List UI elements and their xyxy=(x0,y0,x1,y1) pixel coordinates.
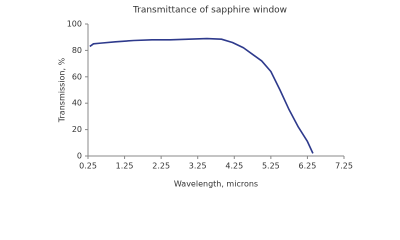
x-tick-label: 2.25 xyxy=(152,162,170,171)
x-axis-label: Wavelength, microns xyxy=(174,180,258,189)
data-line xyxy=(89,37,314,154)
x-tick-label: 5.25 xyxy=(262,162,280,171)
x-tick-label: 4.25 xyxy=(225,162,243,171)
y-tick-label: 100 xyxy=(67,20,82,29)
chart-title: Transmittance of sapphire window xyxy=(132,6,287,16)
x-tick-label: 0.25 xyxy=(79,162,97,171)
x-tick-label: 7.25 xyxy=(335,162,353,171)
y-tick-label: 0 xyxy=(77,152,82,161)
y-axis-label: Transmission, % xyxy=(58,57,67,123)
x-tick-label: 1.25 xyxy=(116,162,134,171)
y-tick-label: 20 xyxy=(72,125,82,134)
y-tick-label: 60 xyxy=(72,72,82,81)
y-tick-label: 80 xyxy=(72,46,82,55)
x-tick-label: 6.25 xyxy=(299,162,317,171)
y-tick-label: 40 xyxy=(72,99,82,108)
x-tick-label: 3.25 xyxy=(189,162,207,171)
chart: Transmittance of sapphire window Wavelen… xyxy=(58,6,353,189)
